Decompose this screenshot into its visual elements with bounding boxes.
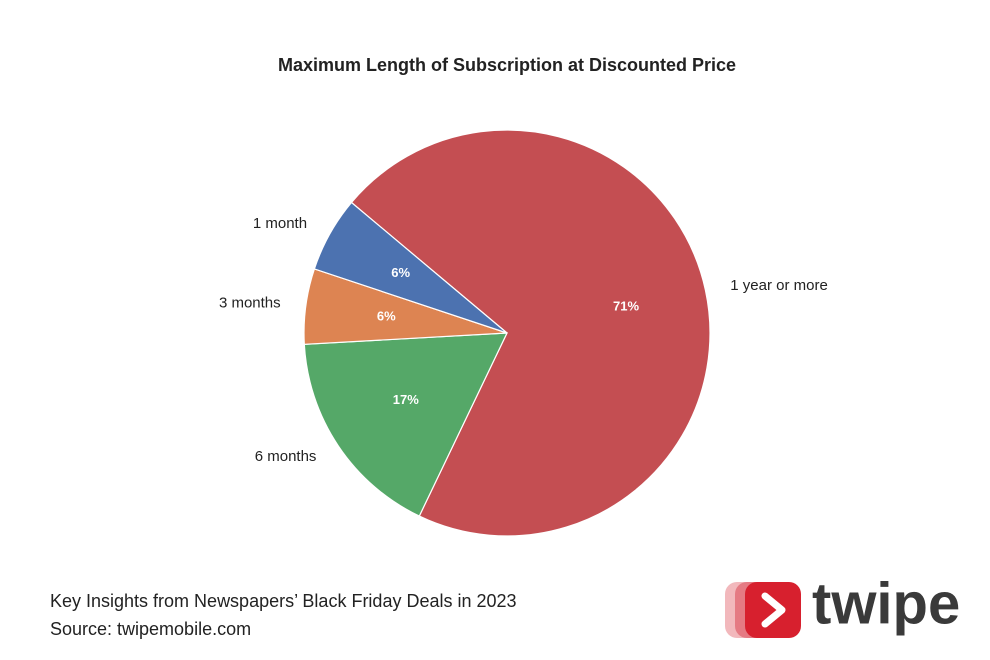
slice-value-label: 6% xyxy=(391,265,410,280)
slice-value-label: 6% xyxy=(377,308,396,323)
source-line: Source: twipemobile.com xyxy=(50,619,251,639)
pie-slice xyxy=(313,201,508,334)
slice-category-label: 6 months xyxy=(255,448,317,465)
caption-line: Key Insights from Newspapers’ Black Frid… xyxy=(50,591,517,611)
logo-chevron xyxy=(761,592,786,628)
slice-value-label: 71% xyxy=(613,299,639,314)
slice-category-label: 3 months xyxy=(219,294,281,311)
logo-icon xyxy=(745,582,801,638)
pie-slice xyxy=(350,129,711,537)
slice-category-label: 1 year or more xyxy=(730,277,828,294)
logo: twipe xyxy=(725,571,960,638)
chart-title: Maximum Length of Subscription at Discou… xyxy=(278,55,736,75)
slice-value-label: 17% xyxy=(393,392,419,407)
pie-slice xyxy=(303,332,508,517)
pie: 71% 1 year or more 17% 6 months 6% 3 months 6%… xyxy=(219,129,828,537)
slice-category-label: 1 month xyxy=(253,215,307,232)
brand-name: twipe xyxy=(812,571,960,636)
